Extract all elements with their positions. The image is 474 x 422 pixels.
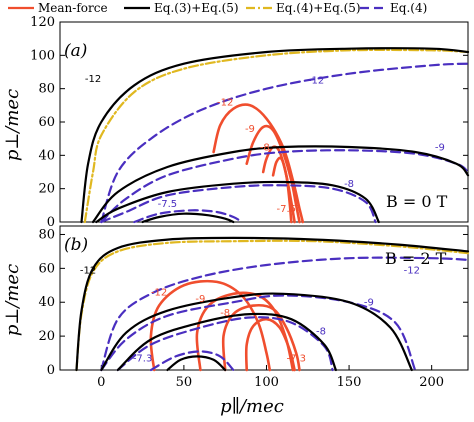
xtick-label-b-4: 200	[419, 375, 444, 390]
series-line-b-eq-3-eq-5---7p3	[166, 355, 227, 372]
panel-a-curves	[80, 47, 470, 224]
panel-a-label: (a)	[64, 41, 87, 61]
series-line-b-mean-force--8	[221, 303, 301, 372]
panel-b-label: (b)	[64, 235, 88, 255]
ytick-label-a-1: 20	[38, 182, 55, 197]
level-label-b-8: -7.3	[133, 354, 153, 365]
level-label-a-8: -7.5	[158, 199, 178, 210]
series-line-a-eq-3-eq-5---8	[95, 180, 380, 224]
level-label-b-3: -9	[195, 294, 205, 305]
panel-a-annotations: -12 -12 -12 -9 -8 -9 -8 -7.5 -7.5	[85, 74, 445, 215]
xtick-label-b-3: 150	[337, 375, 362, 390]
level-label-a-1: -12	[308, 76, 324, 87]
series-line-a-mean-force--12	[212, 103, 305, 224]
ytick-label-b-0: 0	[47, 363, 55, 378]
series-line-a-eq-4---12	[100, 62, 470, 224]
legend-label-3: Eq.(4)	[390, 1, 427, 15]
level-label-b-2: -12	[151, 287, 167, 298]
ytick-label-b-2: 40	[38, 295, 55, 310]
series-line-b-eq-3-eq-5---8	[116, 312, 337, 372]
xtick-label-b-0: 0	[97, 375, 105, 390]
ytick-label-a-6: 120	[30, 15, 55, 30]
y-axis-label-b: p⊥/mec	[2, 264, 23, 336]
series-line-a-eq-3-eq-5---12	[80, 47, 470, 224]
series-line-a-eq-4-eq-5---12	[83, 48, 470, 224]
xtick-label-b-1: 50	[176, 375, 193, 390]
series-line-b-eq-3-eq-5---12	[75, 236, 470, 372]
series-line-a-eq-4---9	[100, 149, 470, 224]
level-label-a-6: -8	[344, 179, 354, 190]
panel-a-ticks: 0 20 40 60 80 100 120	[30, 15, 468, 230]
level-label-b-0: -12	[80, 265, 96, 276]
series-line-a-mean-force--7p5	[271, 156, 293, 224]
panel-a: 0 20 40 60 80 100 120 -12 -12 -12 -9 -8 -9 -8 -7.5 -7.…	[30, 15, 470, 230]
level-label-b-5: -9	[364, 298, 374, 309]
ytick-label-b-3: 60	[38, 261, 55, 276]
level-label-a-0: -12	[85, 74, 101, 85]
series-line-a-eq-4---8	[100, 184, 377, 224]
level-label-a-2: -12	[217, 97, 233, 108]
series-line-b-eq-3-eq-5---9	[100, 292, 413, 372]
x-axis-label: p∥/mec	[220, 396, 284, 417]
series-line-b-eq-4---12	[100, 256, 470, 372]
ytick-label-a-3: 60	[38, 115, 55, 130]
level-label-a-7: -7.5	[277, 204, 297, 215]
y-axis-label-a: p⊥/mec	[2, 89, 23, 161]
ytick-label-a-4: 80	[38, 82, 55, 97]
level-label-a-5: -9	[435, 142, 445, 153]
legend-label-0: Mean-force	[38, 1, 108, 15]
legend: Mean-force Eq.(3)+Eq.(5) Eq.(4)+Eq.(5) Eq.(…	[8, 1, 427, 15]
panel-b-field-label: B = 2 T	[385, 249, 447, 268]
legend-label-1: Eq.(3)+Eq.(5)	[154, 1, 239, 15]
level-label-b-7: -7.3	[286, 354, 306, 365]
series-line-b-eq-4---7p3	[149, 350, 235, 372]
panel-b-annotations: -12 -12 -12 -9 -8 -9 -8 -7.3 -7.3	[80, 265, 420, 364]
panel-b-frame	[59, 225, 469, 371]
ytick-label-b-4: 80	[38, 227, 55, 242]
ytick-label-a-2: 40	[38, 148, 55, 163]
panel-b-ticks: 0 20 40 60 80 0 50 100 150 200	[38, 227, 468, 390]
series-line-a-eq-4---7p5	[133, 209, 243, 224]
xtick-label-b-2: 100	[254, 375, 279, 390]
level-label-b-6: -8	[316, 326, 326, 337]
panel-b-curves	[75, 236, 470, 372]
legend-label-2: Eq.(4)+Eq.(5)	[276, 1, 361, 15]
ytick-label-b-1: 20	[38, 329, 55, 344]
series-line-a-eq-3-eq-5---9	[91, 145, 470, 224]
level-label-a-4: -8	[260, 142, 270, 153]
level-label-a-3: -9	[245, 124, 255, 135]
series-line-b-mean-force--7p3	[244, 317, 296, 372]
series-line-a-mean-force--9	[245, 124, 301, 224]
ytick-label-a-5: 100	[30, 48, 55, 63]
series-line-b-mean-force--12	[149, 279, 272, 372]
panel-a-field-label: B = 0 T	[386, 192, 448, 211]
level-label-b-4: -8	[220, 308, 230, 319]
series-line-a-eq-3-eq-5---7p5	[141, 212, 235, 224]
level-label-b-1: -12	[404, 265, 420, 276]
series-line-b-eq-4---9	[100, 294, 417, 372]
ytick-label-a-0: 0	[47, 215, 55, 230]
